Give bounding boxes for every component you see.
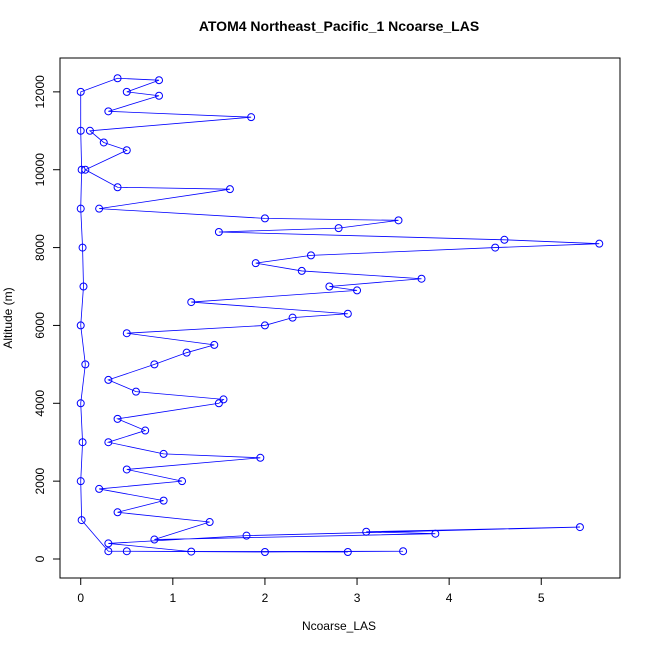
x-axis-label: Ncoarse_LAS (302, 619, 376, 633)
data-point (77, 165, 86, 174)
data-point (431, 529, 440, 538)
data-point (325, 282, 334, 291)
plot-frame (59, 57, 621, 579)
x-tick-label: 0 (77, 591, 84, 605)
data-point (343, 309, 352, 318)
data-point (104, 547, 113, 556)
data-point (122, 465, 131, 474)
data-point (78, 438, 87, 447)
data-point (113, 74, 122, 83)
data-point (182, 348, 191, 357)
data-point (595, 239, 604, 248)
profile-line (80, 77, 600, 553)
chart-title: ATOM4 Northeast_Pacific_1 Ncoarse_LAS (199, 18, 479, 34)
x-tick-label: 2 (262, 591, 269, 605)
data-point (214, 228, 223, 237)
data-point (242, 531, 251, 540)
data-point (159, 449, 168, 458)
data-point (362, 527, 371, 536)
y-tick-label: 8000 (33, 234, 47, 261)
y-tick-label: 10000 (33, 153, 47, 187)
data-point (81, 360, 90, 369)
data-point (113, 508, 122, 517)
data-point (104, 107, 113, 116)
data-point (575, 523, 584, 532)
data-point (95, 484, 104, 493)
data-point (81, 165, 90, 174)
y-tick-label: 6000 (33, 312, 47, 339)
data-point (150, 360, 159, 369)
x-tick-label: 4 (446, 591, 453, 605)
data-point (343, 547, 352, 556)
data-point (104, 539, 113, 548)
data-point (159, 496, 168, 505)
data-point (155, 91, 164, 100)
data-point (334, 224, 343, 233)
data-point (122, 329, 131, 338)
y-axis-label: Altitude (m) (1, 287, 15, 348)
data-point (225, 185, 234, 194)
data-point (78, 243, 87, 252)
data-point (79, 282, 88, 291)
data-point (251, 259, 260, 268)
data-point (85, 126, 94, 135)
data-point (500, 235, 509, 244)
x-tick-label: 1 (169, 591, 176, 605)
data-point (76, 87, 85, 96)
data-point (95, 204, 104, 213)
data-point (297, 266, 306, 275)
data-point (260, 547, 269, 556)
data-point (417, 274, 426, 283)
y-tick-label: 12000 (33, 75, 47, 109)
data-point (353, 286, 362, 295)
data-point (76, 399, 85, 408)
data-point (104, 438, 113, 447)
data-point (210, 340, 219, 349)
data-point (76, 477, 85, 486)
data-point (256, 453, 265, 462)
data-point (214, 399, 223, 408)
data-point (247, 113, 256, 122)
y-tick-label: 0 (33, 555, 47, 562)
y-tick-label: 2000 (33, 467, 47, 494)
data-point (178, 477, 187, 486)
data-point (77, 516, 86, 525)
data-point (113, 414, 122, 423)
data-point (155, 76, 164, 85)
data-point (150, 535, 159, 544)
data-point (122, 547, 131, 556)
data-point (76, 204, 85, 213)
x-tick-label: 3 (354, 591, 361, 605)
y-tick-label: 4000 (33, 390, 47, 417)
data-point (99, 138, 108, 147)
data-point (394, 216, 403, 225)
x-tick-label: 5 (538, 591, 545, 605)
data-point (205, 518, 214, 527)
data-point (104, 375, 113, 384)
data-point (122, 87, 131, 96)
data-point (187, 547, 196, 556)
data-point (141, 426, 150, 435)
data-point (306, 251, 315, 260)
data-point (187, 298, 196, 307)
data-point (260, 321, 269, 330)
data-point (491, 243, 500, 252)
data-point (76, 321, 85, 330)
data-point (131, 387, 140, 396)
data-point (76, 126, 85, 135)
data-point (122, 146, 131, 155)
data-point (260, 214, 269, 223)
data-point (113, 183, 122, 192)
data-point (399, 547, 408, 556)
data-point (219, 395, 228, 404)
data-point (288, 313, 297, 322)
